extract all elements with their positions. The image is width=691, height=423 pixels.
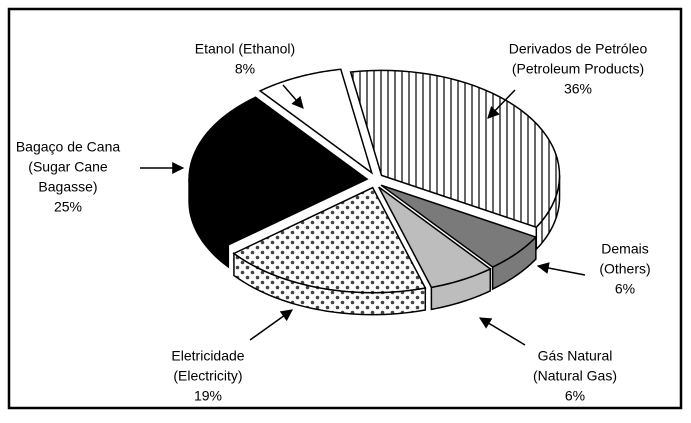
slice-label: (Petroleum Products)	[512, 61, 644, 77]
slice-label: Derivados de Petróleo	[509, 41, 648, 57]
slice-label: Etanol (Ethanol)	[195, 41, 295, 57]
slice	[232, 186, 427, 294]
slice-label: Eletricidade	[171, 348, 244, 364]
slice-label: (Natural Gas)	[533, 368, 617, 384]
slice	[188, 96, 369, 246]
slice-label: Bagaço de Cana	[16, 139, 121, 155]
slice	[349, 69, 561, 229]
slice-value-label: 8%	[235, 61, 255, 77]
arrow	[282, 84, 304, 109]
arrow	[487, 89, 516, 119]
arrow	[536, 262, 586, 276]
slice-value-label: 6%	[615, 281, 635, 297]
slice-label: Demais	[601, 241, 648, 257]
arrow	[249, 309, 293, 341]
slice-label: Gás Natural	[538, 348, 613, 364]
arrow	[478, 317, 526, 346]
slice-value-label: 6%	[565, 388, 585, 404]
frame	[7, 7, 683, 410]
slice-value-label: 19%	[194, 388, 222, 404]
slice-value-label: 25%	[54, 199, 82, 215]
slice-label: Bagasse)	[38, 179, 97, 195]
slice	[380, 184, 538, 268]
slice-value-label: 36%	[564, 81, 592, 97]
slice-label: (Electricity)	[173, 368, 242, 384]
slice-label: (Others)	[599, 261, 650, 277]
slice-label: (Sugar Cane	[28, 159, 108, 175]
slice	[378, 186, 492, 289]
slice	[258, 68, 374, 175]
